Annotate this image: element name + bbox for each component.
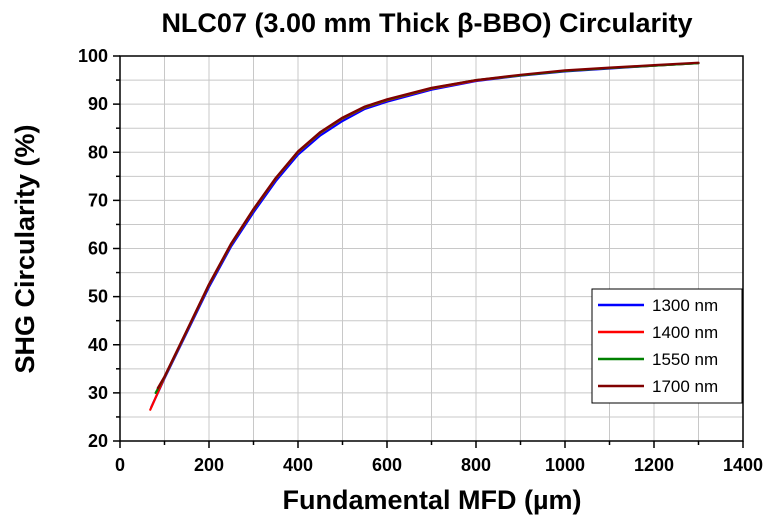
legend-label-2: 1400 nm: [652, 323, 718, 342]
x-tick-label: 200: [194, 455, 224, 475]
legend: 1300 nm 1400 nm 1550 nm 1700 nm: [591, 288, 743, 404]
y-tick-label: 20: [88, 431, 108, 451]
y-tick-label: 30: [88, 383, 108, 403]
y-tick-label: 70: [88, 190, 108, 210]
x-tick-label: 1200: [634, 455, 674, 475]
y-tick-label: 90: [88, 94, 108, 114]
y-tick-label: 100: [78, 46, 108, 66]
x-tick-label: 800: [461, 455, 491, 475]
y-axis-label: SHG Circularity (%): [10, 124, 40, 373]
x-axis-label: Fundamental MFD (µm): [282, 485, 581, 515]
tick-labels: 0 200 400 600 800 1000 1200 1400 20 30 40 50 60 70 80 9…: [78, 46, 763, 475]
x-tick-label: 400: [283, 455, 313, 475]
y-tick-label: 80: [88, 142, 108, 162]
x-tick-label: 1000: [545, 455, 585, 475]
y-tick-label: 40: [88, 335, 108, 355]
x-tick-label: 600: [372, 455, 402, 475]
x-tick-label: 0: [115, 455, 125, 475]
y-tick-label: 60: [88, 239, 108, 259]
series-line-4: [156, 61, 700, 390]
x-tick-label: 1400: [723, 455, 763, 475]
series-group: [149, 61, 700, 411]
legend-label-4: 1700 nm: [652, 377, 718, 396]
legend-label-3: 1550 nm: [652, 350, 718, 369]
axis-ticks: [113, 55, 744, 448]
y-tick-label: 50: [88, 287, 108, 307]
legend-label-1: 1300 nm: [652, 296, 718, 315]
legend-box: [591, 288, 743, 404]
chart-title: NLC07 (3.00 mm Thick β-BBO) Circularity: [161, 8, 692, 38]
grid: [120, 56, 743, 441]
